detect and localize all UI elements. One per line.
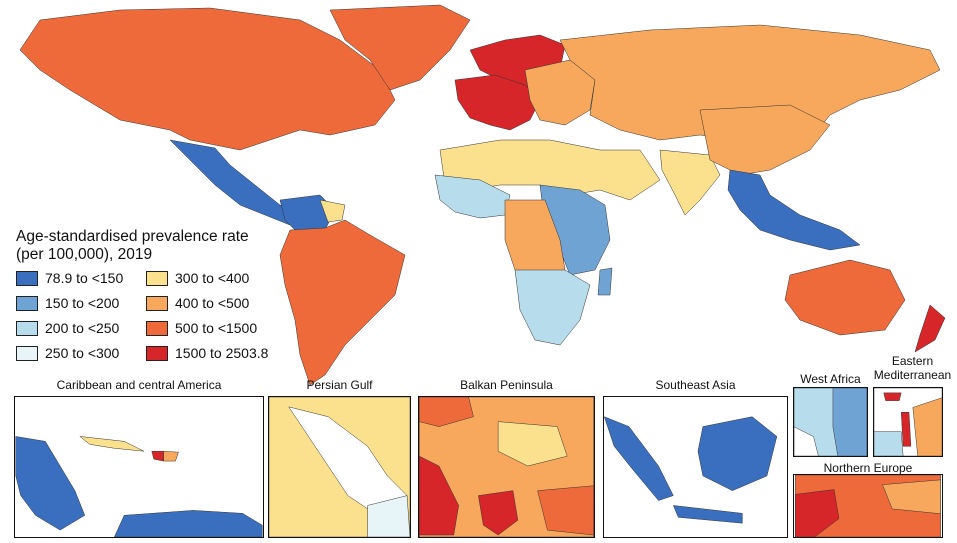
region-israel-inset [900, 412, 912, 447]
region-jordan-inset [912, 397, 942, 456]
region-turkey-inset [537, 485, 594, 536]
region-north-america [19, 7, 396, 151]
region-central-america-inset [15, 436, 86, 531]
legend-swatch [146, 320, 168, 336]
inset-title-persian-gulf: Persian Gulf [306, 378, 373, 392]
region-mexico-central-america [169, 139, 301, 226]
region-ne-red [795, 489, 840, 537]
region-new-zealand [914, 304, 946, 353]
northern-europe-svg [795, 475, 941, 537]
region-australia [784, 259, 906, 336]
inset-title-balkan: Balkan Peninsula [460, 378, 553, 392]
region-hispaniola-inset [151, 450, 164, 462]
region-guianas [319, 199, 346, 223]
region-sumatra-inset [604, 416, 674, 501]
legend-item: 300 to <400 [146, 270, 286, 286]
legend-item: 1500 to 2503.8 [146, 345, 286, 361]
legend-swatch [16, 270, 38, 286]
region-southern-africa [514, 269, 591, 346]
caribbean-svg [15, 436, 263, 537]
inset-west-africa-map [793, 387, 868, 457]
legend-swatch [146, 345, 168, 361]
inset-northern-europe-map [793, 474, 943, 538]
region-china [699, 104, 831, 176]
southeast-asia-svg [604, 416, 778, 524]
balkan-svg [419, 397, 594, 537]
west-africa-svg [794, 388, 867, 456]
region-western-europe [454, 74, 541, 131]
inset-title-west-africa: West Africa [800, 372, 861, 386]
legend-title: Age-standardised prevalence rate (per 10… [16, 228, 249, 263]
legend-swatch [146, 295, 168, 311]
inset-title-eastern-med: Eastern Mediterranean [873, 354, 952, 382]
inset-title-caribbean: Caribbean and central America [56, 378, 222, 392]
region-austria-inset [419, 397, 474, 427]
legend-swatch [146, 270, 168, 286]
region-greenland [329, 4, 471, 91]
region-greece-inset [478, 490, 519, 536]
region-cyprus-inset [883, 392, 902, 401]
legend-item: 200 to <250 [16, 320, 146, 336]
region-italy-inset [419, 455, 459, 536]
region-balkan-north [497, 421, 568, 467]
legend-swatch [16, 320, 38, 336]
eastern-med-svg [874, 388, 942, 456]
persian-gulf-svg [269, 397, 410, 537]
legend-item: 250 to <300 [16, 345, 146, 361]
region-west-africa-coast [794, 426, 819, 456]
region-west-africa-east [832, 388, 867, 456]
legend-item: 500 to <1500 [146, 320, 286, 336]
region-cuba-inset [79, 436, 145, 452]
region-uae-inset [367, 495, 410, 537]
legend-item: 78.9 to <150 [16, 270, 146, 286]
region-south-america [279, 219, 406, 386]
region-ne-orange [882, 479, 941, 515]
region-madagascar [597, 267, 613, 296]
inset-southeast-asia-map [603, 396, 788, 538]
region-borneo-inset [697, 416, 778, 491]
legend-items: 78.9 to <150 300 to <400 150 to <200 400… [16, 270, 286, 361]
region-dominican-inset [163, 450, 179, 462]
region-west-africa [434, 174, 511, 219]
legend-item: 400 to <500 [146, 295, 286, 311]
inset-title-northern-europe: Northern Europe [823, 461, 913, 475]
inset-balkan-map [418, 396, 595, 538]
region-southeast-asia [727, 169, 861, 251]
region-java-inset [672, 505, 743, 524]
inset-caribbean-map [14, 396, 264, 538]
legend-swatch [16, 345, 38, 361]
region-egypt-inset [874, 431, 904, 456]
inset-title-southeast-asia: Southeast Asia [655, 378, 736, 392]
map-legend: Age-standardised prevalence rate (per 10… [16, 228, 286, 361]
legend-item: 150 to <200 [16, 295, 146, 311]
inset-persian-gulf-map [268, 396, 411, 538]
region-northern-sa-inset [114, 510, 263, 537]
legend-swatch [16, 295, 38, 311]
inset-eastern-med-map [873, 387, 943, 457]
